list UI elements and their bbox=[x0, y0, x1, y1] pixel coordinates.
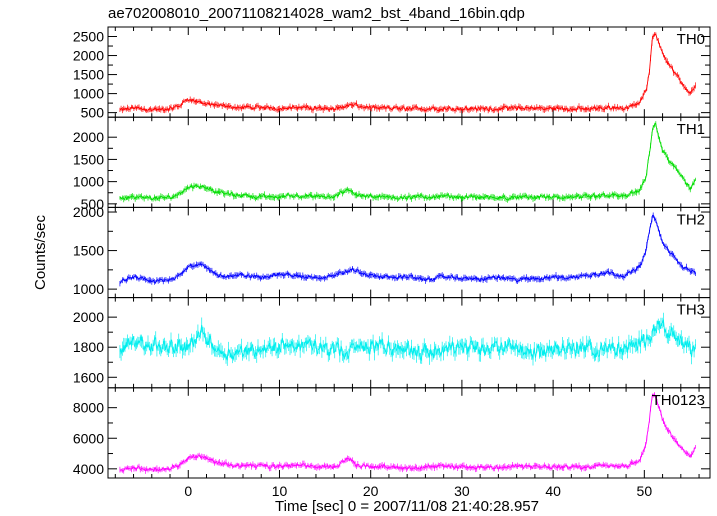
panel-frame bbox=[107, 387, 711, 479]
series-line-th0 bbox=[119, 33, 696, 112]
panel-th3: 1600 1800 2000 TH3 bbox=[73, 297, 711, 389]
x-tick-label: 30 bbox=[454, 483, 470, 499]
series-line-th0123 bbox=[119, 393, 696, 473]
chart-title: ae702008010_20071108214028_wam2_bst_4ban… bbox=[108, 5, 525, 22]
y-tick-label: 1000 bbox=[73, 174, 104, 190]
x-axis-label: Time [sec] 0 = 2007/11/08 21:40:28.957 bbox=[275, 498, 539, 515]
panel-frame bbox=[107, 26, 711, 118]
y-tick-label: 1800 bbox=[73, 339, 104, 355]
y-tick-label: 4000 bbox=[73, 461, 104, 477]
y-tick-label: 1000 bbox=[73, 281, 104, 297]
series-line-th1 bbox=[119, 122, 696, 201]
panel-label: TH3 bbox=[677, 302, 705, 319]
panel-label: TH0123 bbox=[652, 392, 705, 409]
panel-label: TH1 bbox=[677, 121, 705, 138]
y-tick-label: 2000 bbox=[73, 204, 104, 220]
series-error-bars bbox=[119, 392, 696, 474]
panel-th0: 500 1000 1500 2000 2500 TH0 bbox=[73, 26, 711, 121]
x-tick-label: 40 bbox=[545, 483, 561, 499]
y-tick-label: 1600 bbox=[73, 369, 104, 385]
series-error-bars bbox=[119, 121, 696, 203]
panel-th2: 1000 1500 2000 TH2 bbox=[73, 204, 711, 299]
y-tick-label: 1500 bbox=[73, 243, 104, 259]
panel-th1: 500 1000 1500 2000 TH1 bbox=[73, 116, 711, 212]
panel-frame bbox=[107, 206, 711, 299]
panel-th0123: 4000 6000 8000 TH0123 bbox=[73, 387, 711, 479]
series-error-bars bbox=[119, 32, 696, 114]
y-tick-label: 6000 bbox=[73, 430, 104, 446]
y-tick-label: 2500 bbox=[73, 29, 104, 45]
series-error-bars bbox=[119, 312, 696, 366]
y-tick-label: 1500 bbox=[73, 151, 104, 167]
y-tick-label: 1000 bbox=[73, 86, 104, 102]
x-tick-label: 20 bbox=[363, 483, 379, 499]
y-tick-label: 500 bbox=[81, 196, 105, 212]
series-error-bars bbox=[119, 212, 696, 287]
y-tick-label: 2000 bbox=[73, 309, 104, 325]
series-line-th2 bbox=[119, 214, 696, 284]
x-tick-label: 50 bbox=[637, 483, 653, 499]
x-tick-label: 0 bbox=[184, 483, 192, 499]
series-line-th3 bbox=[119, 319, 696, 362]
y-axis-label: Counts/sec bbox=[32, 214, 49, 290]
panel-label: TH0 bbox=[677, 31, 705, 48]
y-tick-label: 1500 bbox=[73, 67, 104, 83]
panel-label: TH2 bbox=[677, 211, 705, 228]
x-tick-label: 10 bbox=[272, 483, 288, 499]
y-tick-label: 8000 bbox=[73, 400, 104, 416]
y-tick-label: 2000 bbox=[73, 48, 104, 64]
y-tick-label: 500 bbox=[81, 105, 105, 121]
y-tick-label: 2000 bbox=[73, 129, 104, 145]
panel-frame bbox=[107, 297, 711, 389]
